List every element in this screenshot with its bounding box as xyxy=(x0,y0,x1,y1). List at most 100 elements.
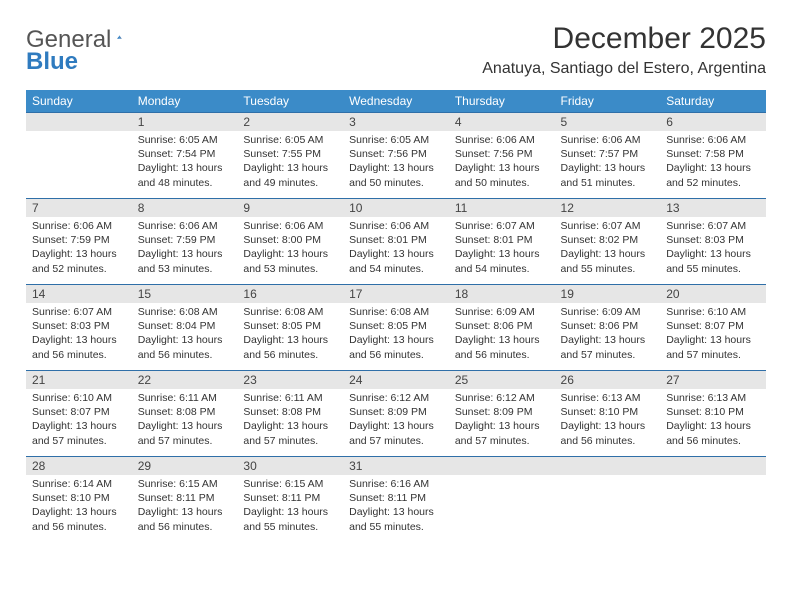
day-number: 14 xyxy=(26,284,132,303)
day-number: 21 xyxy=(26,370,132,389)
day-number: 12 xyxy=(555,198,661,217)
day-info: Sunrise: 6:16 AMSunset: 8:11 PMDaylight:… xyxy=(343,475,449,538)
cell-wrap xyxy=(660,456,766,542)
day-info: Sunrise: 6:08 AMSunset: 8:04 PMDaylight:… xyxy=(132,303,238,366)
month-title: December 2025 xyxy=(482,22,766,56)
cell-wrap: 13Sunrise: 6:07 AMSunset: 8:03 PMDayligh… xyxy=(660,198,766,284)
calendar-cell: 14Sunrise: 6:07 AMSunset: 8:03 PMDayligh… xyxy=(26,284,132,370)
calendar-cell: 3Sunrise: 6:05 AMSunset: 7:56 PMDaylight… xyxy=(343,112,449,198)
weekday-header: Monday xyxy=(132,90,238,112)
day-info: Sunrise: 6:06 AMSunset: 7:58 PMDaylight:… xyxy=(660,131,766,194)
cell-wrap: 20Sunrise: 6:10 AMSunset: 8:07 PMDayligh… xyxy=(660,284,766,370)
cell-wrap: 2Sunrise: 6:05 AMSunset: 7:55 PMDaylight… xyxy=(237,112,343,198)
cell-wrap xyxy=(555,456,661,542)
cell-wrap: 26Sunrise: 6:13 AMSunset: 8:10 PMDayligh… xyxy=(555,370,661,456)
day-info: Sunrise: 6:08 AMSunset: 8:05 PMDaylight:… xyxy=(237,303,343,366)
day-info: Sunrise: 6:06 AMSunset: 7:56 PMDaylight:… xyxy=(449,131,555,194)
calendar-cell: 12Sunrise: 6:07 AMSunset: 8:02 PMDayligh… xyxy=(555,198,661,284)
day-info: Sunrise: 6:12 AMSunset: 8:09 PMDaylight:… xyxy=(449,389,555,452)
calendar-cell: 6Sunrise: 6:06 AMSunset: 7:58 PMDaylight… xyxy=(660,112,766,198)
calendar-cell xyxy=(26,112,132,198)
calendar-week-row: 28Sunrise: 6:14 AMSunset: 8:10 PMDayligh… xyxy=(26,456,766,542)
cell-wrap: 3Sunrise: 6:05 AMSunset: 7:56 PMDaylight… xyxy=(343,112,449,198)
day-number: 22 xyxy=(132,370,238,389)
day-number: 26 xyxy=(555,370,661,389)
day-info: Sunrise: 6:05 AMSunset: 7:54 PMDaylight:… xyxy=(132,131,238,194)
day-number: 29 xyxy=(132,456,238,475)
calendar-cell: 25Sunrise: 6:12 AMSunset: 8:09 PMDayligh… xyxy=(449,370,555,456)
cell-wrap: 30Sunrise: 6:15 AMSunset: 8:11 PMDayligh… xyxy=(237,456,343,542)
cell-wrap: 28Sunrise: 6:14 AMSunset: 8:10 PMDayligh… xyxy=(26,456,132,542)
day-info: Sunrise: 6:15 AMSunset: 8:11 PMDaylight:… xyxy=(132,475,238,538)
day-info: Sunrise: 6:13 AMSunset: 8:10 PMDaylight:… xyxy=(555,389,661,452)
day-number: 24 xyxy=(343,370,449,389)
empty-daynum xyxy=(449,456,555,475)
cell-wrap xyxy=(449,456,555,542)
calendar-cell: 21Sunrise: 6:10 AMSunset: 8:07 PMDayligh… xyxy=(26,370,132,456)
calendar-cell: 15Sunrise: 6:08 AMSunset: 8:04 PMDayligh… xyxy=(132,284,238,370)
empty-daynum xyxy=(26,112,132,131)
day-info: Sunrise: 6:07 AMSunset: 8:02 PMDaylight:… xyxy=(555,217,661,280)
calendar-week-row: 7Sunrise: 6:06 AMSunset: 7:59 PMDaylight… xyxy=(26,198,766,284)
weekday-header: Saturday xyxy=(660,90,766,112)
cell-wrap: 16Sunrise: 6:08 AMSunset: 8:05 PMDayligh… xyxy=(237,284,343,370)
brand-part2: Blue xyxy=(26,48,78,76)
cell-wrap: 24Sunrise: 6:12 AMSunset: 8:09 PMDayligh… xyxy=(343,370,449,456)
day-info: Sunrise: 6:06 AMSunset: 7:59 PMDaylight:… xyxy=(132,217,238,280)
calendar-cell: 24Sunrise: 6:12 AMSunset: 8:09 PMDayligh… xyxy=(343,370,449,456)
day-number: 30 xyxy=(237,456,343,475)
cell-wrap: 21Sunrise: 6:10 AMSunset: 8:07 PMDayligh… xyxy=(26,370,132,456)
calendar-cell: 7Sunrise: 6:06 AMSunset: 7:59 PMDaylight… xyxy=(26,198,132,284)
calendar-cell: 4Sunrise: 6:06 AMSunset: 7:56 PMDaylight… xyxy=(449,112,555,198)
weekday-header: Wednesday xyxy=(343,90,449,112)
day-number: 16 xyxy=(237,284,343,303)
day-info: Sunrise: 6:11 AMSunset: 8:08 PMDaylight:… xyxy=(132,389,238,452)
calendar-cell: 2Sunrise: 6:05 AMSunset: 7:55 PMDaylight… xyxy=(237,112,343,198)
calendar-cell: 16Sunrise: 6:08 AMSunset: 8:05 PMDayligh… xyxy=(237,284,343,370)
day-number: 5 xyxy=(555,112,661,131)
day-info: Sunrise: 6:15 AMSunset: 8:11 PMDaylight:… xyxy=(237,475,343,538)
cell-wrap: 22Sunrise: 6:11 AMSunset: 8:08 PMDayligh… xyxy=(132,370,238,456)
cell-wrap: 14Sunrise: 6:07 AMSunset: 8:03 PMDayligh… xyxy=(26,284,132,370)
day-info: Sunrise: 6:06 AMSunset: 7:59 PMDaylight:… xyxy=(26,217,132,280)
calendar-cell: 30Sunrise: 6:15 AMSunset: 8:11 PMDayligh… xyxy=(237,456,343,542)
page-root: General December 2025 Anatuya, Santiago … xyxy=(0,0,792,542)
calendar-cell: 27Sunrise: 6:13 AMSunset: 8:10 PMDayligh… xyxy=(660,370,766,456)
cell-wrap: 4Sunrise: 6:06 AMSunset: 7:56 PMDaylight… xyxy=(449,112,555,198)
day-number: 10 xyxy=(343,198,449,217)
weekday-row: SundayMondayTuesdayWednesdayThursdayFrid… xyxy=(26,90,766,112)
calendar-cell xyxy=(449,456,555,542)
weekday-header: Sunday xyxy=(26,90,132,112)
cell-wrap: 1Sunrise: 6:05 AMSunset: 7:54 PMDaylight… xyxy=(132,112,238,198)
day-info: Sunrise: 6:13 AMSunset: 8:10 PMDaylight:… xyxy=(660,389,766,452)
calendar-cell: 31Sunrise: 6:16 AMSunset: 8:11 PMDayligh… xyxy=(343,456,449,542)
weekday-header: Thursday xyxy=(449,90,555,112)
cell-wrap: 29Sunrise: 6:15 AMSunset: 8:11 PMDayligh… xyxy=(132,456,238,542)
day-number: 6 xyxy=(660,112,766,131)
day-info: Sunrise: 6:11 AMSunset: 8:08 PMDaylight:… xyxy=(237,389,343,452)
title-block: December 2025 Anatuya, Santiago del Este… xyxy=(482,22,766,78)
day-number: 31 xyxy=(343,456,449,475)
day-info: Sunrise: 6:10 AMSunset: 8:07 PMDaylight:… xyxy=(660,303,766,366)
cell-wrap: 19Sunrise: 6:09 AMSunset: 8:06 PMDayligh… xyxy=(555,284,661,370)
cell-wrap: 7Sunrise: 6:06 AMSunset: 7:59 PMDaylight… xyxy=(26,198,132,284)
calendar-cell: 20Sunrise: 6:10 AMSunset: 8:07 PMDayligh… xyxy=(660,284,766,370)
day-number: 15 xyxy=(132,284,238,303)
calendar-cell xyxy=(555,456,661,542)
empty-daynum xyxy=(555,456,661,475)
day-info: Sunrise: 6:05 AMSunset: 7:56 PMDaylight:… xyxy=(343,131,449,194)
weekday-header: Tuesday xyxy=(237,90,343,112)
calendar-week-row: 1Sunrise: 6:05 AMSunset: 7:54 PMDaylight… xyxy=(26,112,766,198)
cell-wrap: 12Sunrise: 6:07 AMSunset: 8:02 PMDayligh… xyxy=(555,198,661,284)
calendar-cell: 1Sunrise: 6:05 AMSunset: 7:54 PMDaylight… xyxy=(132,112,238,198)
calendar-head: SundayMondayTuesdayWednesdayThursdayFrid… xyxy=(26,90,766,112)
day-info: Sunrise: 6:06 AMSunset: 8:01 PMDaylight:… xyxy=(343,217,449,280)
cell-wrap: 10Sunrise: 6:06 AMSunset: 8:01 PMDayligh… xyxy=(343,198,449,284)
cell-wrap: 17Sunrise: 6:08 AMSunset: 8:05 PMDayligh… xyxy=(343,284,449,370)
cell-wrap: 23Sunrise: 6:11 AMSunset: 8:08 PMDayligh… xyxy=(237,370,343,456)
day-number: 23 xyxy=(237,370,343,389)
day-number: 3 xyxy=(343,112,449,131)
day-number: 2 xyxy=(237,112,343,131)
calendar-cell xyxy=(660,456,766,542)
calendar-cell: 19Sunrise: 6:09 AMSunset: 8:06 PMDayligh… xyxy=(555,284,661,370)
